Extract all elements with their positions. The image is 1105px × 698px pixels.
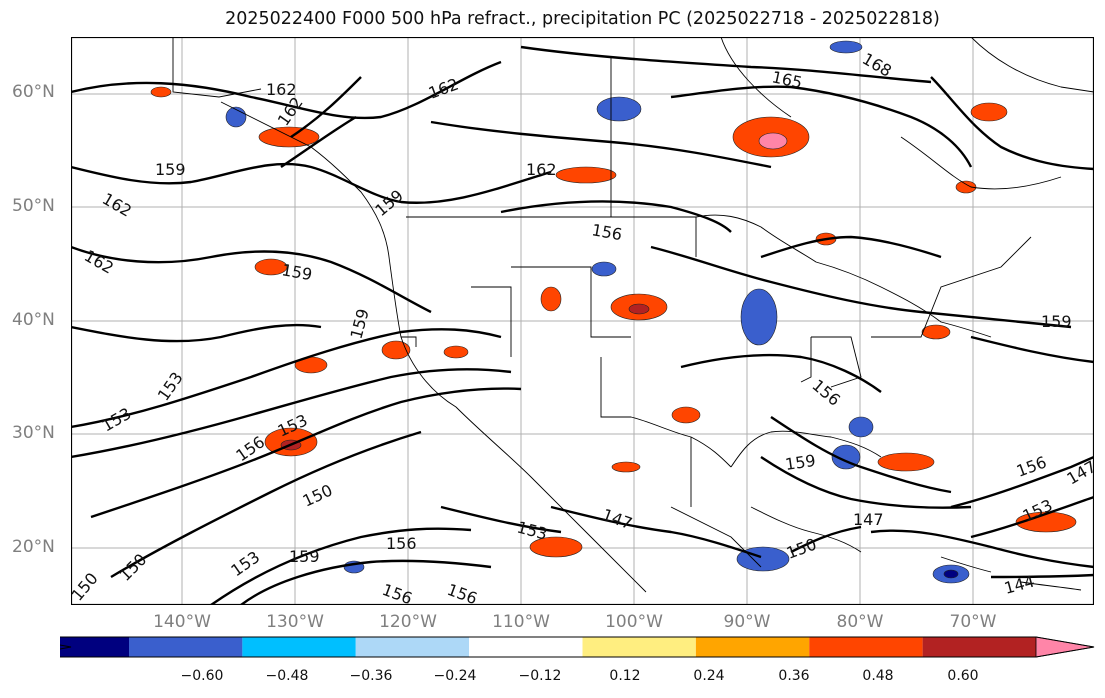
refractivity-contours — [71, 45, 1094, 605]
contour-label: 159 — [289, 547, 320, 566]
colorbar-segment — [129, 637, 243, 657]
lat-label-20n: 20°N — [12, 537, 55, 557]
lon-label-90w: 90°W — [723, 612, 771, 632]
colorbar-segment — [242, 637, 356, 657]
contour-label: 159 — [1041, 312, 1072, 331]
lon-label-120w: 120°W — [379, 612, 437, 632]
colorbar-segments — [60, 636, 1095, 658]
colorbar-tick: 0.60 — [947, 668, 979, 684]
colorbar-tick: 0.24 — [693, 668, 725, 684]
lat-label-50n: 50°N — [12, 196, 55, 216]
contour-label: 156 — [386, 534, 417, 553]
colorbar-tick: −0.12 — [518, 668, 562, 684]
lon-label-70w: 70°W — [949, 612, 997, 632]
colorbar-outline — [60, 636, 1095, 658]
map-panel: 168 165 162 162 162 162 159 162 159 162 … — [71, 37, 1094, 605]
contour-label: 159 — [155, 160, 186, 179]
lat-label-30n: 30°N — [12, 423, 55, 443]
lon-label-140w: 140°W — [153, 612, 211, 632]
contour-label: 162 — [526, 160, 557, 179]
colorbar-segment — [695, 637, 810, 657]
lat-label-60n: 60°N — [12, 82, 55, 102]
colorbar-tick: 0.48 — [862, 668, 894, 684]
colorbar-segment — [355, 637, 470, 657]
colorbar-segment — [809, 637, 923, 657]
colorbar-segment — [922, 637, 1036, 657]
colorbar-tick: −0.36 — [349, 668, 393, 684]
lon-label-80w: 80°W — [836, 612, 884, 632]
contour-label: 147 — [853, 510, 884, 529]
contour-label: 159 — [784, 451, 817, 474]
map-canvas: 168 165 162 162 162 162 159 162 159 162 … — [71, 37, 1094, 605]
colorbar-tick: −0.24 — [433, 668, 477, 684]
colorbar-tick: 0.12 — [609, 668, 641, 684]
lon-label-100w: 100°W — [605, 612, 663, 632]
colorbar-segment — [1035, 636, 1095, 658]
lon-label-110w: 110°W — [492, 612, 550, 632]
lon-label-130w: 130°W — [266, 612, 324, 632]
lat-label-40n: 40°N — [12, 310, 55, 330]
colorbar-segment — [60, 637, 129, 657]
coastlines-borders — [172, 37, 1094, 593]
colorbar-segment — [582, 637, 696, 657]
precip-shading — [150, 40, 1077, 584]
colorbar-segment — [469, 637, 583, 657]
colorbar — [60, 636, 1095, 658]
contour-label: 162 — [266, 80, 297, 99]
colorbar-tick: −0.60 — [180, 668, 224, 684]
colorbar-tick: −0.48 — [265, 668, 309, 684]
map-title: 2025022400 F000 500 hPa refract., precip… — [225, 9, 940, 29]
colorbar-tick: 0.36 — [778, 668, 810, 684]
